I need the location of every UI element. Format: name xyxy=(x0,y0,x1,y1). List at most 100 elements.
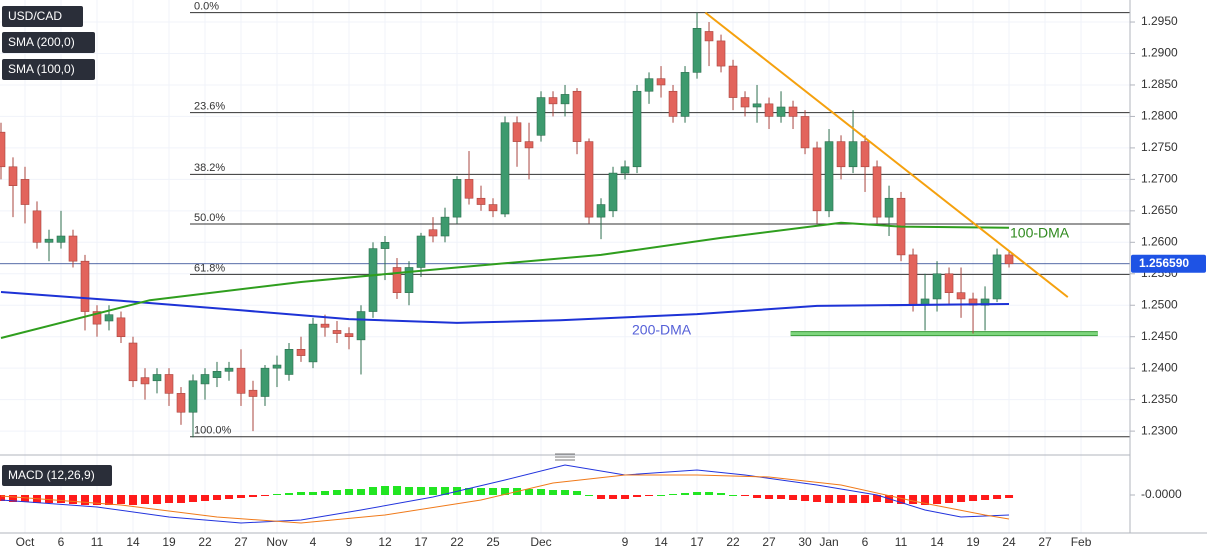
candle-body xyxy=(632,90,642,168)
macd-histogram-bar xyxy=(873,495,882,502)
macd-histogram-bar xyxy=(117,495,126,504)
macd-histogram-bar xyxy=(297,492,306,495)
candle-body xyxy=(848,141,858,168)
candle-body xyxy=(932,273,942,300)
candle-body xyxy=(644,78,654,92)
macd-histogram-bar xyxy=(597,495,606,499)
x-tick-label: Feb xyxy=(1071,535,1092,549)
candle-body xyxy=(20,179,30,205)
last-price-tag xyxy=(1131,254,1206,273)
candle-body xyxy=(584,141,594,218)
candle-body xyxy=(128,342,138,382)
fib-label: 100.0% xyxy=(194,425,232,437)
candle-body xyxy=(308,323,318,363)
candle-body xyxy=(812,147,822,212)
macd-histogram-bar xyxy=(897,495,906,504)
candle-body xyxy=(1004,254,1014,265)
candle-body xyxy=(884,197,894,218)
macd-histogram-bar xyxy=(525,489,534,495)
macd-histogram-bar xyxy=(585,495,594,496)
candle-body xyxy=(392,267,402,293)
candle-body xyxy=(800,116,810,149)
legend-box[interactable] xyxy=(2,32,95,53)
macd-histogram-bar xyxy=(669,494,678,495)
panel-handle[interactable] xyxy=(555,453,575,461)
macd-histogram-bar xyxy=(693,492,702,495)
candle-body xyxy=(296,349,306,356)
macd-histogram-bar xyxy=(429,487,438,495)
x-tick-label: Nov xyxy=(266,535,287,549)
macd-histogram-bar xyxy=(333,490,342,495)
macd-line xyxy=(0,474,1010,524)
macd-histogram-bar xyxy=(921,495,930,505)
macd-histogram-bar xyxy=(369,487,378,495)
macd-histogram-bar xyxy=(501,488,510,495)
candle-body xyxy=(536,97,546,136)
macd-histogram-bar xyxy=(789,495,798,500)
macd-histogram-bar xyxy=(909,495,918,504)
macd-histogram-bar xyxy=(1005,495,1014,498)
macd-histogram-bar xyxy=(237,495,246,498)
candle-body xyxy=(272,364,282,369)
candle-body xyxy=(248,389,258,397)
y-tick-label: 1.2500 xyxy=(1141,297,1178,311)
macd-histogram-bar xyxy=(165,495,174,503)
macd-histogram-bar xyxy=(801,495,810,501)
x-tick-label: 14 xyxy=(126,535,140,549)
moving-average xyxy=(0,221,1010,339)
candle-body xyxy=(32,210,42,243)
macd-histogram-bar xyxy=(441,487,450,495)
candle-body xyxy=(908,254,918,306)
annotation: 200-DMA xyxy=(632,322,692,338)
x-tick-label: 14 xyxy=(654,535,668,549)
macd-histogram-bar xyxy=(261,495,270,496)
y-tick-label: 1.2450 xyxy=(1141,329,1178,343)
macd-histogram-bar xyxy=(849,495,858,503)
macd-histogram-bar xyxy=(129,495,138,505)
macd-histogram-bar xyxy=(189,495,198,502)
macd-histogram-bar xyxy=(621,495,630,499)
candle-body xyxy=(260,367,270,397)
macd-histogram-bar xyxy=(309,492,318,495)
macd-histogram-bar xyxy=(393,486,402,495)
legend-box[interactable] xyxy=(2,59,95,80)
macd-histogram-bar xyxy=(285,493,294,495)
candle-body xyxy=(872,166,882,218)
candle-body xyxy=(776,106,786,117)
candle-body xyxy=(212,371,222,378)
legend-label: USD/CAD xyxy=(8,9,62,23)
trendline xyxy=(704,11,1069,298)
candle-body xyxy=(320,323,330,328)
candle-body xyxy=(176,393,186,413)
legend-box[interactable] xyxy=(2,465,112,486)
macd-histogram-bar xyxy=(153,495,162,504)
candle-body xyxy=(428,229,438,237)
candle-body xyxy=(680,72,690,117)
moving-average xyxy=(0,291,1010,324)
candle-body xyxy=(824,141,834,212)
macd-histogram-bar xyxy=(681,493,690,495)
candle-body xyxy=(524,141,534,149)
x-tick-label: 22 xyxy=(726,535,740,549)
candle-body xyxy=(752,103,762,108)
macd-histogram-bar xyxy=(177,495,186,503)
plot-area: 0.0% 23.6% 38.2% 50.0% 61.8% 100.0% 100-DMA 200… xyxy=(0,0,1130,533)
macd-histogram-bar xyxy=(945,495,954,503)
x-tick-label: 24 xyxy=(1002,535,1016,549)
candle-body xyxy=(716,40,726,67)
y-tick-label: 1.2900 xyxy=(1141,46,1178,60)
macd-histogram-bar xyxy=(105,495,114,505)
candle-body xyxy=(224,367,234,372)
x-tick-label: 19 xyxy=(162,535,176,549)
macd-histogram-bar xyxy=(225,495,234,499)
macd-histogram-bar xyxy=(477,488,486,495)
candle-body xyxy=(836,141,846,168)
y-tick-label: 1.2600 xyxy=(1141,234,1178,248)
candle-body xyxy=(668,90,678,117)
macd-histogram-bar xyxy=(8,495,17,502)
x-tick-label: Dec xyxy=(530,535,551,549)
legend-box[interactable] xyxy=(2,6,83,27)
candle-body xyxy=(764,103,774,117)
